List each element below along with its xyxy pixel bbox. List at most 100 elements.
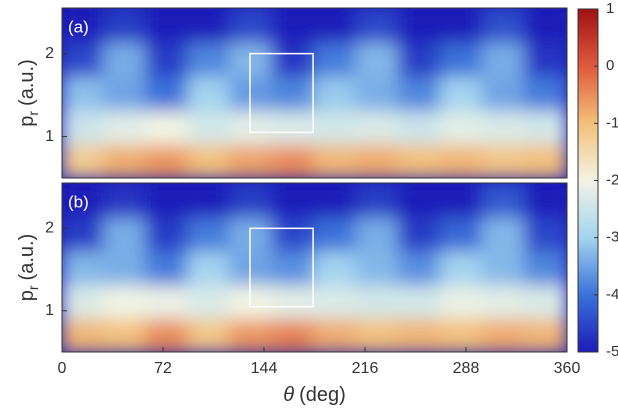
- heatmap-cell: [103, 249, 148, 286]
- colorbar-tick-label: -2: [606, 171, 618, 188]
- heatmap-cell: [271, 249, 316, 286]
- heatmap-cell: [355, 215, 400, 252]
- heatmap-cells: [62, 183, 567, 352]
- heatmap-cell: [523, 283, 567, 320]
- heatmap-cell: [62, 143, 106, 178]
- heatmap-cell: [523, 109, 567, 145]
- heatmap-cell: [523, 317, 567, 352]
- heatmap-cell: [229, 317, 274, 352]
- heatmap-cell: [103, 183, 148, 218]
- y-tick-label: 2: [45, 45, 54, 62]
- heatmap-cell: [439, 143, 484, 178]
- x-tick-label: 72: [154, 360, 172, 377]
- heatmap-cell: [271, 283, 316, 320]
- heatmap-cell: [187, 41, 232, 77]
- heatmap-cell: [187, 109, 232, 145]
- heatmap-cell: [397, 41, 442, 77]
- annotation-box: [249, 52, 314, 134]
- heatmap-cell: [145, 283, 190, 320]
- heatmap-cell: [229, 75, 274, 111]
- x-label-unit: (deg): [299, 384, 346, 406]
- heatmap-cell: [229, 143, 274, 178]
- heatmap-cell: [145, 75, 190, 111]
- heatmap-cell: [523, 8, 567, 43]
- heatmap-cell: [145, 143, 190, 178]
- heatmap-cell: [355, 8, 400, 43]
- heatmap-cell: [229, 249, 274, 286]
- heatmap-cell: [397, 109, 442, 145]
- heatmap-cell: [397, 317, 442, 352]
- heatmap-cell: [271, 8, 316, 43]
- heatmap-cell: [229, 215, 274, 252]
- heatmap-cell: [271, 143, 316, 178]
- x-tick-label: 360: [554, 360, 581, 377]
- heatmap-cell: [523, 75, 567, 111]
- heatmap-cell: [62, 75, 106, 111]
- heatmap-cell: [313, 215, 358, 252]
- x-label-symbol: θ: [283, 384, 294, 406]
- heatmap-cell: [313, 109, 358, 145]
- heatmap-cell: [313, 75, 358, 111]
- heatmap-cell: [145, 41, 190, 77]
- colorbar-tick-label: 0: [606, 57, 614, 74]
- y-tick-label: 2: [45, 220, 54, 237]
- y-label-sub: r: [25, 285, 41, 290]
- heatmap-cell: [397, 8, 442, 43]
- y-tick-label: 1: [45, 128, 54, 145]
- heatmap-cell: [145, 317, 190, 352]
- heatmap-cell: [229, 8, 274, 43]
- heatmap-cell: [481, 183, 526, 218]
- heatmap-cell: [397, 283, 442, 320]
- heatmap-cell: [355, 41, 400, 77]
- heatmap-cell: [481, 41, 526, 77]
- plot-frame: [61, 7, 568, 179]
- heatmap-cell: [523, 249, 567, 286]
- x-tick-label: 0: [58, 360, 67, 377]
- heatmap-cell: [229, 109, 274, 145]
- heatmap-cell: [439, 249, 484, 286]
- heatmap-cell: [187, 283, 232, 320]
- heatmap-cell: [187, 75, 232, 111]
- heatmap-cells: [62, 8, 567, 178]
- heatmap-cell: [481, 283, 526, 320]
- heatmap-cell: [313, 41, 358, 77]
- heatmap-cell: [523, 41, 567, 77]
- heatmap-cell: [103, 317, 148, 352]
- heatmap-cell: [439, 283, 484, 320]
- heatmap-cell: [355, 143, 400, 178]
- heatmap-cell: [145, 249, 190, 286]
- heatmap-cell: [439, 41, 484, 77]
- heatmap-cell: [187, 183, 232, 218]
- heatmap-cell: [103, 215, 148, 252]
- heatmap-cell: [62, 41, 106, 77]
- x-tick-label: 144: [251, 360, 278, 377]
- heatmap-cell: [271, 109, 316, 145]
- heatmap-cell: [187, 317, 232, 352]
- colorbar-tick-label: -1: [606, 114, 618, 131]
- heatmap-cell: [397, 215, 442, 252]
- heatmap-cell: [397, 183, 442, 218]
- heatmap-cell: [271, 183, 316, 218]
- heatmap-cell: [271, 41, 316, 77]
- heatmap-cell: [355, 183, 400, 218]
- heatmap-cell: [355, 75, 400, 111]
- heatmap-cell: [397, 75, 442, 111]
- heatmap-cell: [523, 215, 567, 252]
- panel-label: (b): [68, 192, 89, 211]
- heatmap-cell: [481, 143, 526, 178]
- heatmap-cell: [145, 8, 190, 43]
- heatmap-cell: [145, 109, 190, 145]
- heatmap-cell: [62, 8, 106, 43]
- colorbar-tick-label: -5: [606, 343, 618, 360]
- heatmap-cell: [271, 317, 316, 352]
- heatmap-cell: [62, 317, 106, 352]
- heatmap-cell: [355, 249, 400, 286]
- heatmap-cell: [523, 183, 567, 218]
- y-axis-label: pr (a.u.): [16, 59, 40, 126]
- heatmap-cell: [313, 8, 358, 43]
- y-label-unit: (a.u.): [16, 234, 38, 281]
- y-label-sub: r: [25, 111, 41, 116]
- heatmap-cell: [103, 283, 148, 320]
- heatmap-cell: [187, 143, 232, 178]
- heatmap-cell: [439, 75, 484, 111]
